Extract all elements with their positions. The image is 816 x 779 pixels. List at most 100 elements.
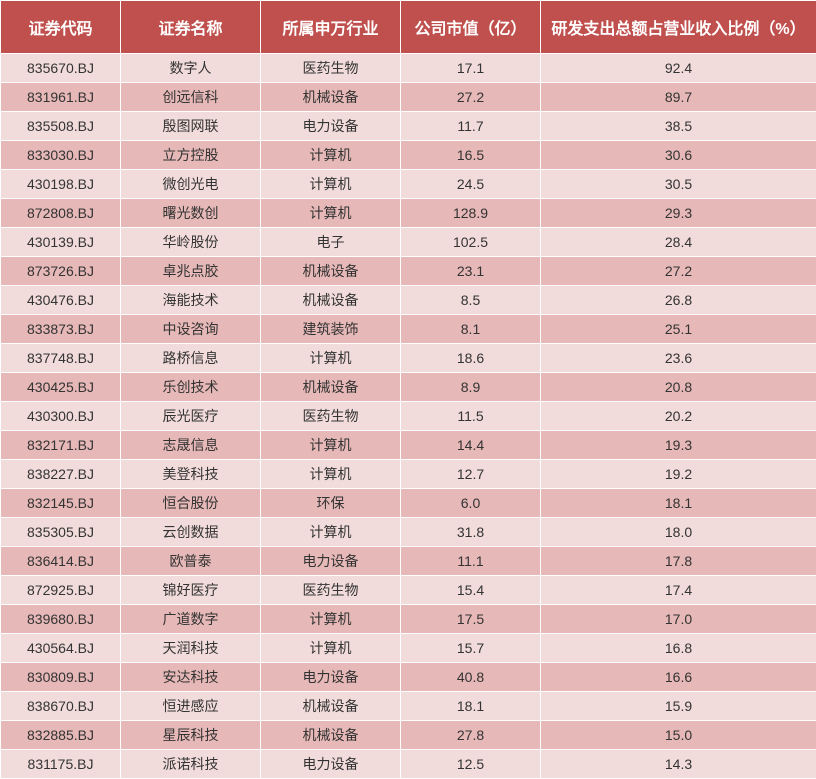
table-row: 430198.BJ微创光电计算机24.530.5 xyxy=(1,170,816,199)
cell-industry: 计算机 xyxy=(261,170,401,199)
cell-name: 天润科技 xyxy=(121,634,261,663)
cell-industry: 计算机 xyxy=(261,605,401,634)
cell-industry: 医药生物 xyxy=(261,576,401,605)
cell-code: 430476.BJ xyxy=(1,286,121,315)
cell-name: 创远信科 xyxy=(121,83,261,112)
cell-name: 恒进感应 xyxy=(121,692,261,721)
cell-code: 833873.BJ xyxy=(1,315,121,344)
cell-name: 殷图网联 xyxy=(121,112,261,141)
cell-marketcap: 15.4 xyxy=(401,576,541,605)
cell-rdratio: 92.4 xyxy=(541,54,816,83)
cell-industry: 计算机 xyxy=(261,460,401,489)
cell-name: 中设咨询 xyxy=(121,315,261,344)
cell-code: 839680.BJ xyxy=(1,605,121,634)
table-row: 835508.BJ殷图网联电力设备11.738.5 xyxy=(1,112,816,141)
table-row: 838227.BJ美登科技计算机12.719.2 xyxy=(1,460,816,489)
cell-name: 安达科技 xyxy=(121,663,261,692)
stock-rd-table: 证券代码 证券名称 所属申万行业 公司市值（亿） 研发支出总额占营业收入比例（%… xyxy=(0,0,816,779)
cell-rdratio: 18.1 xyxy=(541,489,816,518)
cell-code: 835305.BJ xyxy=(1,518,121,547)
table-row: 838670.BJ恒进感应机械设备18.115.9 xyxy=(1,692,816,721)
cell-industry: 医药生物 xyxy=(261,402,401,431)
cell-industry: 机械设备 xyxy=(261,721,401,750)
table-row: 835670.BJ数字人医药生物17.192.4 xyxy=(1,54,816,83)
cell-marketcap: 12.5 xyxy=(401,750,541,779)
cell-rdratio: 29.3 xyxy=(541,199,816,228)
cell-code: 430564.BJ xyxy=(1,634,121,663)
cell-marketcap: 27.8 xyxy=(401,721,541,750)
cell-code: 838227.BJ xyxy=(1,460,121,489)
cell-code: 430425.BJ xyxy=(1,373,121,402)
cell-rdratio: 30.5 xyxy=(541,170,816,199)
cell-name: 美登科技 xyxy=(121,460,261,489)
cell-rdratio: 17.0 xyxy=(541,605,816,634)
cell-name: 辰光医疗 xyxy=(121,402,261,431)
cell-marketcap: 40.8 xyxy=(401,663,541,692)
cell-code: 837748.BJ xyxy=(1,344,121,373)
cell-code: 430198.BJ xyxy=(1,170,121,199)
cell-name: 志晟信息 xyxy=(121,431,261,460)
cell-name: 乐创技术 xyxy=(121,373,261,402)
table-row: 430476.BJ海能技术机械设备8.526.8 xyxy=(1,286,816,315)
cell-marketcap: 11.7 xyxy=(401,112,541,141)
cell-rdratio: 20.8 xyxy=(541,373,816,402)
col-header-marketcap: 公司市值（亿） xyxy=(401,1,541,54)
cell-code: 832885.BJ xyxy=(1,721,121,750)
cell-name: 数字人 xyxy=(121,54,261,83)
cell-code: 831175.BJ xyxy=(1,750,121,779)
cell-code: 832145.BJ xyxy=(1,489,121,518)
table-row: 832171.BJ志晟信息计算机14.419.3 xyxy=(1,431,816,460)
cell-marketcap: 11.5 xyxy=(401,402,541,431)
cell-industry: 机械设备 xyxy=(261,83,401,112)
cell-marketcap: 24.5 xyxy=(401,170,541,199)
col-header-code: 证券代码 xyxy=(1,1,121,54)
table-row: 832145.BJ恒合股份环保6.018.1 xyxy=(1,489,816,518)
cell-rdratio: 19.2 xyxy=(541,460,816,489)
cell-rdratio: 20.2 xyxy=(541,402,816,431)
cell-rdratio: 25.1 xyxy=(541,315,816,344)
cell-industry: 计算机 xyxy=(261,141,401,170)
cell-marketcap: 8.9 xyxy=(401,373,541,402)
cell-industry: 电力设备 xyxy=(261,663,401,692)
cell-marketcap: 18.1 xyxy=(401,692,541,721)
cell-name: 华岭股份 xyxy=(121,228,261,257)
cell-code: 830809.BJ xyxy=(1,663,121,692)
cell-name: 路桥信息 xyxy=(121,344,261,373)
table-row: 839680.BJ广道数字计算机17.517.0 xyxy=(1,605,816,634)
table-row: 872925.BJ锦好医疗医药生物15.417.4 xyxy=(1,576,816,605)
cell-rdratio: 26.8 xyxy=(541,286,816,315)
cell-industry: 计算机 xyxy=(261,431,401,460)
table-row: 430564.BJ天润科技计算机15.716.8 xyxy=(1,634,816,663)
cell-rdratio: 14.3 xyxy=(541,750,816,779)
table-row: 831175.BJ派诺科技电力设备12.514.3 xyxy=(1,750,816,779)
cell-code: 835670.BJ xyxy=(1,54,121,83)
cell-rdratio: 16.6 xyxy=(541,663,816,692)
cell-code: 831961.BJ xyxy=(1,83,121,112)
cell-name: 海能技术 xyxy=(121,286,261,315)
table-row: 833030.BJ立方控股计算机16.530.6 xyxy=(1,141,816,170)
cell-code: 836414.BJ xyxy=(1,547,121,576)
cell-marketcap: 128.9 xyxy=(401,199,541,228)
cell-marketcap: 11.1 xyxy=(401,547,541,576)
table-row: 836414.BJ欧普泰电力设备11.117.8 xyxy=(1,547,816,576)
cell-marketcap: 15.7 xyxy=(401,634,541,663)
cell-industry: 医药生物 xyxy=(261,54,401,83)
cell-rdratio: 17.4 xyxy=(541,576,816,605)
cell-marketcap: 16.5 xyxy=(401,141,541,170)
cell-name: 卓兆点胶 xyxy=(121,257,261,286)
cell-rdratio: 15.9 xyxy=(541,692,816,721)
cell-marketcap: 17.5 xyxy=(401,605,541,634)
cell-code: 873726.BJ xyxy=(1,257,121,286)
cell-name: 曙光数创 xyxy=(121,199,261,228)
table-row: 873726.BJ卓兆点胶机械设备23.127.2 xyxy=(1,257,816,286)
cell-rdratio: 28.4 xyxy=(541,228,816,257)
cell-industry: 计算机 xyxy=(261,344,401,373)
cell-industry: 计算机 xyxy=(261,634,401,663)
cell-marketcap: 14.4 xyxy=(401,431,541,460)
table-row: 430139.BJ华岭股份电子102.528.4 xyxy=(1,228,816,257)
cell-marketcap: 31.8 xyxy=(401,518,541,547)
table-row: 430300.BJ辰光医疗医药生物11.520.2 xyxy=(1,402,816,431)
cell-marketcap: 12.7 xyxy=(401,460,541,489)
cell-code: 430139.BJ xyxy=(1,228,121,257)
cell-industry: 机械设备 xyxy=(261,286,401,315)
